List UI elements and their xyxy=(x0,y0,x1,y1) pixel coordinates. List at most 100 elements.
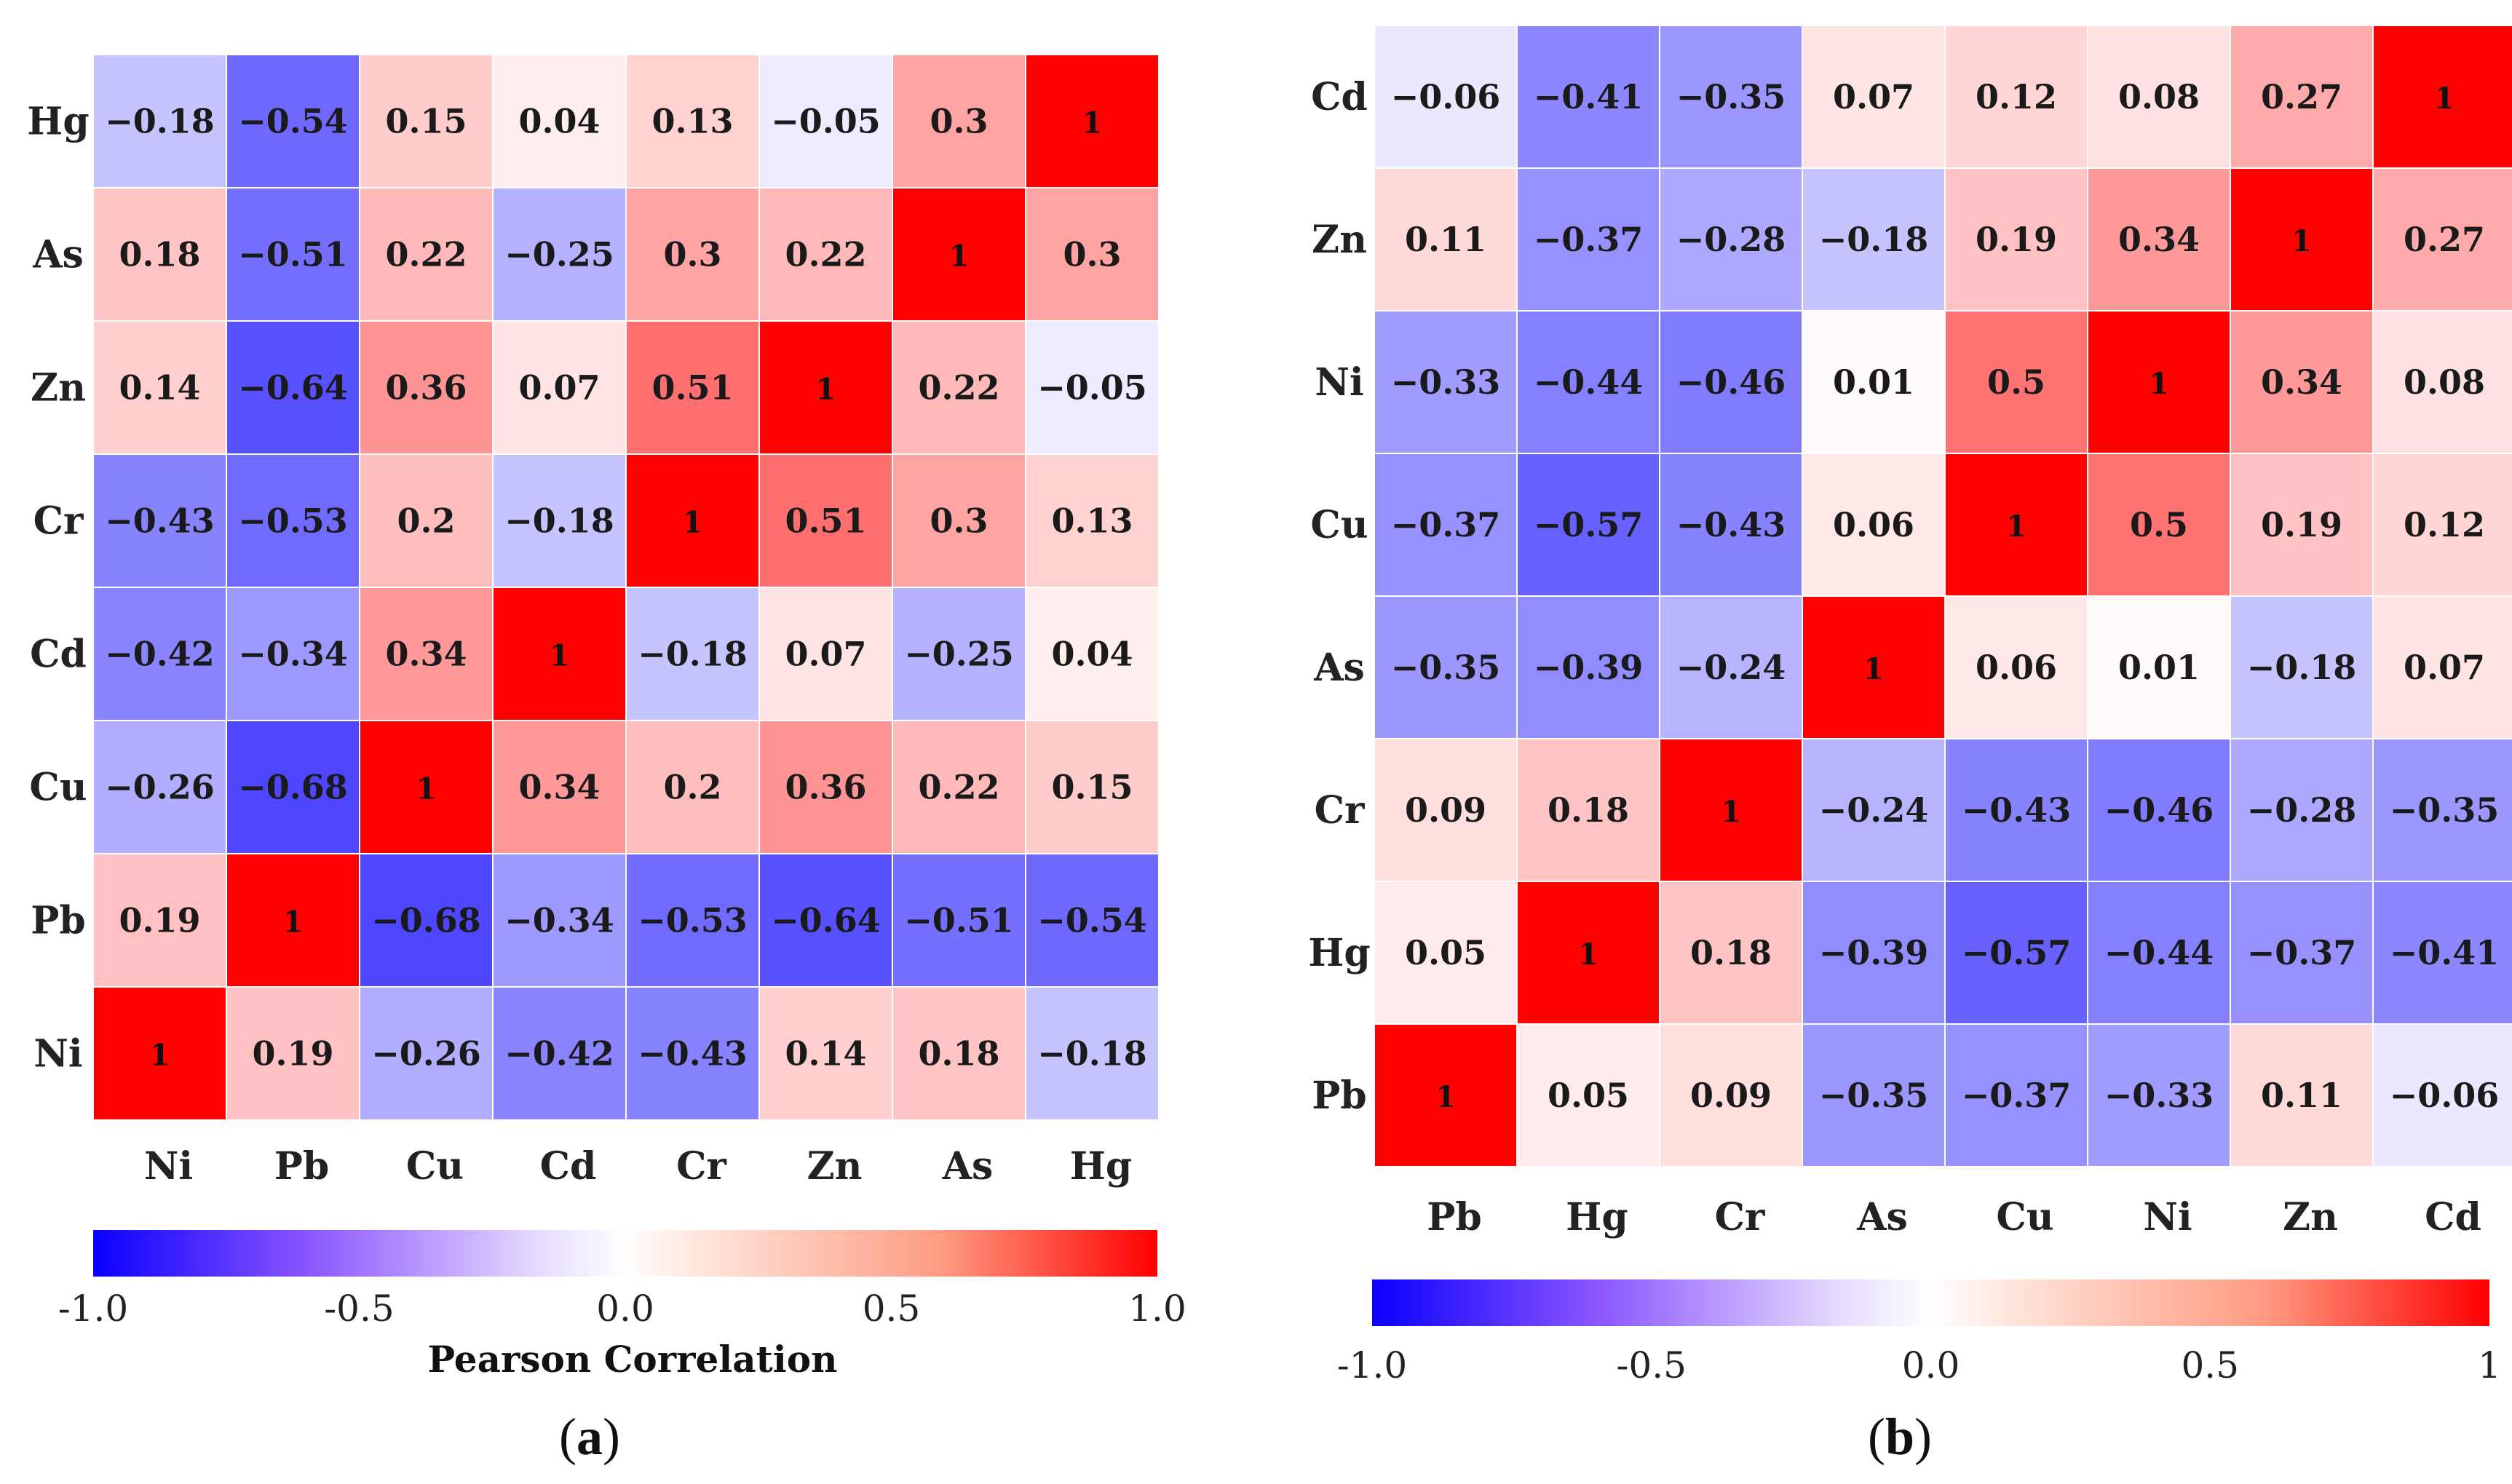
cell-value-label: −0.57 xyxy=(1962,933,2072,972)
cell-value-label: 1 xyxy=(416,772,437,806)
column-tick-label: Ni xyxy=(144,1144,193,1189)
panel-label: (b) xyxy=(1868,1408,1932,1466)
cell-value-label: 0.05 xyxy=(1405,933,1486,972)
colorbar xyxy=(1372,1279,2489,1326)
cell-value-label: −0.05 xyxy=(771,102,881,141)
cell-value-label: 0.18 xyxy=(1548,790,1629,830)
heatmap-cell xyxy=(1374,167,1518,312)
heatmap-cell xyxy=(1025,853,1160,988)
heatmap-cell xyxy=(758,187,893,322)
cell-value-label: 0.09 xyxy=(1405,790,1486,830)
cell-value-label: 0.01 xyxy=(1833,362,1914,402)
heatmap-cell xyxy=(226,320,360,455)
heatmap-cell xyxy=(492,587,627,721)
heatmap-cell xyxy=(359,320,494,455)
heatmap-cell xyxy=(625,320,760,455)
heatmap-cell xyxy=(1944,167,2088,312)
heatmap-cell xyxy=(758,986,893,1121)
heatmap-cell xyxy=(1659,881,1803,1025)
heatmap-cell xyxy=(1516,881,1660,1025)
cell-value-label: −0.33 xyxy=(1391,362,1501,402)
cell-value-label: 0.19 xyxy=(252,1034,333,1074)
heatmap-cell xyxy=(2230,453,2374,597)
row-tick-label: Cd xyxy=(1311,75,1368,119)
heatmap-cell xyxy=(359,54,494,189)
heatmap-cell xyxy=(359,587,494,721)
heatmap-cell xyxy=(892,720,1026,854)
heatmap-cell xyxy=(1025,720,1160,854)
heatmap-cell xyxy=(1516,310,1660,454)
cell-value-label: −0.54 xyxy=(1037,901,1147,940)
cell-value-label: 0.5 xyxy=(2130,505,2188,544)
heatmap-cell xyxy=(1802,167,1946,312)
cell-value-label: −0.39 xyxy=(1819,933,1929,972)
cell-value-label: 1 xyxy=(150,1039,170,1073)
cell-value-label: 0.34 xyxy=(2261,362,2342,402)
cell-value-label: −0.26 xyxy=(105,768,215,807)
heatmap-cell xyxy=(1802,25,1946,169)
cell-value-label: 0.3 xyxy=(1063,235,1121,274)
heatmap-cell xyxy=(2372,595,2512,739)
cell-value-label: −0.37 xyxy=(1391,505,1501,544)
heatmap-cell xyxy=(625,986,760,1121)
cell-value-label: 1 xyxy=(2291,224,2312,258)
colorbar xyxy=(93,1230,1157,1277)
cell-value-label: 0.11 xyxy=(1405,220,1486,259)
heatmap-cell xyxy=(1944,25,2088,169)
heatmap-cell xyxy=(1025,54,1160,189)
cell-value-label: 1 xyxy=(1082,106,1103,140)
colorbar-tick-label: 0.5 xyxy=(863,1287,921,1330)
column-tick-label: As xyxy=(942,1144,994,1189)
cell-value-label: 0.3 xyxy=(663,235,721,274)
heatmap-cell xyxy=(625,587,760,721)
column-tick-label: Cu xyxy=(406,1144,464,1189)
cell-value-label: 1 xyxy=(283,905,304,940)
heatmap-cell xyxy=(2230,310,2374,454)
cell-value-label: −0.37 xyxy=(1534,220,1644,259)
cell-value-label: 1 xyxy=(2149,367,2169,401)
heatmap-cell xyxy=(1025,187,1160,322)
cell-value-label: −0.43 xyxy=(105,501,215,541)
heatmap-cell xyxy=(2087,25,2231,169)
heatmap-cell xyxy=(625,853,760,988)
heatmap-cell xyxy=(1025,587,1160,721)
heatmap-cell xyxy=(758,587,893,721)
colorbar-tick-label: -1.0 xyxy=(1337,1344,1407,1386)
cell-value-label: −0.05 xyxy=(1037,368,1147,408)
cell-value-label: −0.51 xyxy=(238,235,348,274)
heatmap-cell xyxy=(92,986,227,1121)
heatmap-cell xyxy=(492,986,627,1121)
cell-value-label: 0.22 xyxy=(918,768,999,807)
cell-value-label: 0.05 xyxy=(1548,1076,1629,1115)
heatmap-cell xyxy=(892,453,1026,588)
heatmap-cell xyxy=(92,453,227,588)
cell-value-label: −0.28 xyxy=(2247,790,2357,830)
column-tick-label: Ni xyxy=(2143,1195,2192,1239)
heatmap-cell xyxy=(2087,1023,2231,1167)
heatmap-cell xyxy=(1944,453,2088,597)
cell-value-label: 0.36 xyxy=(785,768,866,807)
cell-value-label: −0.39 xyxy=(1534,648,1644,687)
row-tick-label: As xyxy=(1313,646,1365,690)
heatmap-cell xyxy=(2087,310,2231,454)
cell-value-label: 0.2 xyxy=(397,501,455,541)
heatmap-cell xyxy=(359,720,494,854)
cell-value-label: 0.07 xyxy=(1833,77,1914,116)
colorbar-tick-label: 0.0 xyxy=(1902,1344,1960,1386)
cell-value-label: −0.46 xyxy=(1676,362,1786,402)
cell-value-label: 0.19 xyxy=(2261,505,2342,544)
column-tick-label: Cd xyxy=(2425,1195,2481,1239)
cell-value-label: 0.08 xyxy=(2118,77,2200,116)
cell-value-label: 0.01 xyxy=(2118,648,2200,687)
heatmap-cell xyxy=(1802,1023,1946,1167)
cell-value-label: −0.43 xyxy=(638,1034,748,1074)
column-tick-label: Hg xyxy=(1566,1195,1628,1239)
cell-value-label: −0.53 xyxy=(638,901,748,940)
cell-value-label: 0.3 xyxy=(930,501,988,541)
heatmap-cell xyxy=(625,453,760,588)
heatmap-cell xyxy=(1802,881,1946,1025)
heatmap-panel-b: −0.06 −0.41 −0.35 0.07 0.12 0.08 0.27 1 0.11 −0.3… xyxy=(1308,25,2512,1466)
heatmap-cell xyxy=(2087,881,2231,1025)
heatmap-cell xyxy=(1659,167,1803,312)
panel-label: (a) xyxy=(559,1408,620,1466)
